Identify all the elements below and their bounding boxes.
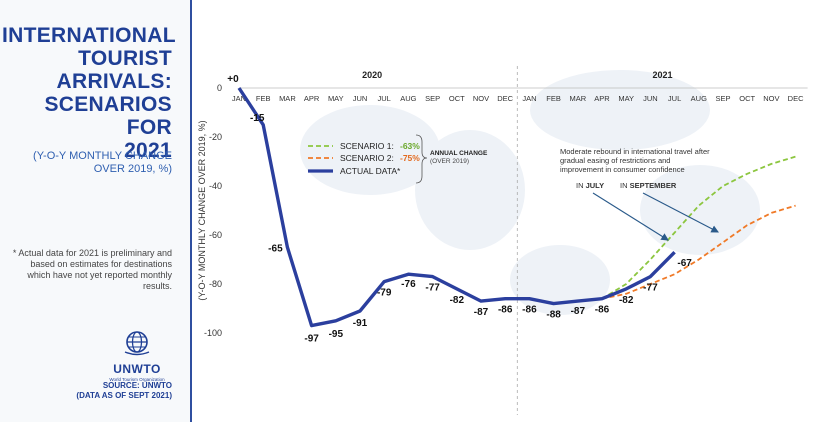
legend-actual-label: ACTUAL DATA* [340,166,401,176]
map-background [510,245,610,315]
subtitle-line: OVER 2019, %) [93,163,172,175]
x-tick-label: JAN [522,94,536,103]
y-tick-label: -60 [209,230,222,240]
map-background [640,165,760,255]
in-july-prefix: IN [576,181,586,190]
actual-data-label: -76 [401,279,416,290]
in-september-month: SEPTEMBER [629,181,677,190]
actual-data-label: -97 [304,334,319,345]
x-tick-label: MAY [328,94,344,103]
year-label-2020: 2020 [362,70,382,80]
actual-data-label: -95 [329,329,344,340]
legend-scenario2-label: SCENARIO 2: [340,153,394,163]
legend-scenario2-pct: -75% [400,153,420,163]
legend-scenario1-pct: -63% [400,141,420,151]
actual-data-label: -86 [595,305,610,316]
actual-data-label: -86 [498,305,513,316]
actual-data-label: -65 [268,243,283,254]
unwto-logo: UNWTO World Tourism Organization [102,330,172,382]
x-tick-label: OCT [739,94,755,103]
subtitle: (Y-O-Y MONTHLY CHANGE OVER 2019, %) [2,150,172,176]
x-tick-label: MAY [618,94,634,103]
logo-subtext: World Tourism Organization [109,377,165,382]
rebound-annotation: Moderate rebound in international travel… [560,147,710,174]
actual-data-label: -77 [425,283,440,294]
x-tick-label: APR [304,94,320,103]
title-line: ARRIVALS: [56,70,172,93]
map-background [530,70,710,150]
in-september-prefix: IN [620,181,630,190]
y-axis-label: (Y-O-Y MONTHLY CHANGE OVER 2019, %) [197,120,207,300]
actual-data-label: -67 [677,258,692,269]
y-tick-label: -100 [204,328,222,338]
actual-data-line [237,87,676,328]
in-july-month: JULY [585,181,605,190]
x-tick-label: OCT [449,94,465,103]
y-tick-label: 0 [217,83,222,93]
x-tick-label: AUG [400,94,416,103]
year-label-2021: 2021 [652,70,672,80]
x-tick-label: MAR [279,94,296,103]
map-background [300,105,440,195]
map-background [415,130,525,250]
actual-data-label: -77 [643,283,658,294]
in-september-annotation: IN SEPTEMBER [620,181,676,190]
actual-data-label: -82 [619,295,634,306]
x-tick-label: SEP [425,94,440,103]
actual-data-label: -86 [522,305,537,316]
logo-wordmark: UNWTO [113,362,161,376]
x-tick-label: APR [594,94,610,103]
y-tick-label: -80 [209,279,222,289]
x-tick-label: NOV [763,94,779,103]
annual-change-sublabel: (OVER 2019) [430,158,469,165]
x-tick-label: FEB [546,94,561,103]
scenario2-line [577,204,796,302]
x-tick-label: JUN [643,94,658,103]
source-line: SOURCE: UNWTO [102,381,172,390]
legend-scenario1-label: SCENARIO 1: [340,141,394,151]
x-tick-label: JUL [668,94,681,103]
actual-data-label: -15 [250,113,265,124]
x-tick-label: JUL [378,94,391,103]
line-chart: 0 -20 -40 -60 -80 -100 (Y-O-Y MONTHLY CHANGE O… [197,66,808,415]
source-line: (DATA AS OF SEPT 2021) [76,391,172,400]
annual-change-label: ANNUAL CHANGE [430,150,488,157]
title-line: TOURIST [78,47,172,70]
july-arrow [592,192,669,241]
actual-data-label: +0 [227,74,239,85]
x-tick-label: SEP [715,94,730,103]
actual-data-label: -79 [377,288,392,299]
title-line: INTERNATIONAL [2,24,176,47]
actual-data-label: -91 [353,318,368,329]
x-tick-label: JAN [232,94,246,103]
subtitle-line: (Y-O-Y MONTHLY CHANGE [33,150,172,162]
actual-data-label: -88 [546,310,561,321]
x-tick-label: JUN [353,94,368,103]
in-july-annotation: IN JULY [576,181,604,190]
x-tick-label: DEC [497,94,513,103]
x-tick-label: MAR [569,94,586,103]
legend-brace [415,134,428,184]
title-line: SCENARIOS FOR [44,93,172,139]
globe-icon [124,331,150,356]
title-line: 2021 [124,139,172,162]
x-tick-label: DEC [788,94,804,103]
september-arrow [642,192,719,233]
x-tick-label: NOV [473,94,489,103]
actual-data-label: -87 [474,307,489,318]
actual-data-label: -82 [450,295,465,306]
source-note: SOURCE: UNWTO (DATA AS OF SEPT 2021) [2,381,172,401]
actual-data-label: -87 [571,306,586,317]
page-title: INTERNATIONAL TOURIST ARRIVALS: SCENARIO… [2,24,176,162]
x-tick-label: AUG [691,94,707,103]
footnote: * Actual data for 2021 is preliminary an… [12,248,172,291]
x-tick-label: FEB [256,94,271,103]
y-tick-label: -20 [209,132,222,142]
sidebar: INTERNATIONAL TOURIST ARRIVALS: SCENARIO… [0,0,192,422]
y-tick-label: -40 [209,181,222,191]
